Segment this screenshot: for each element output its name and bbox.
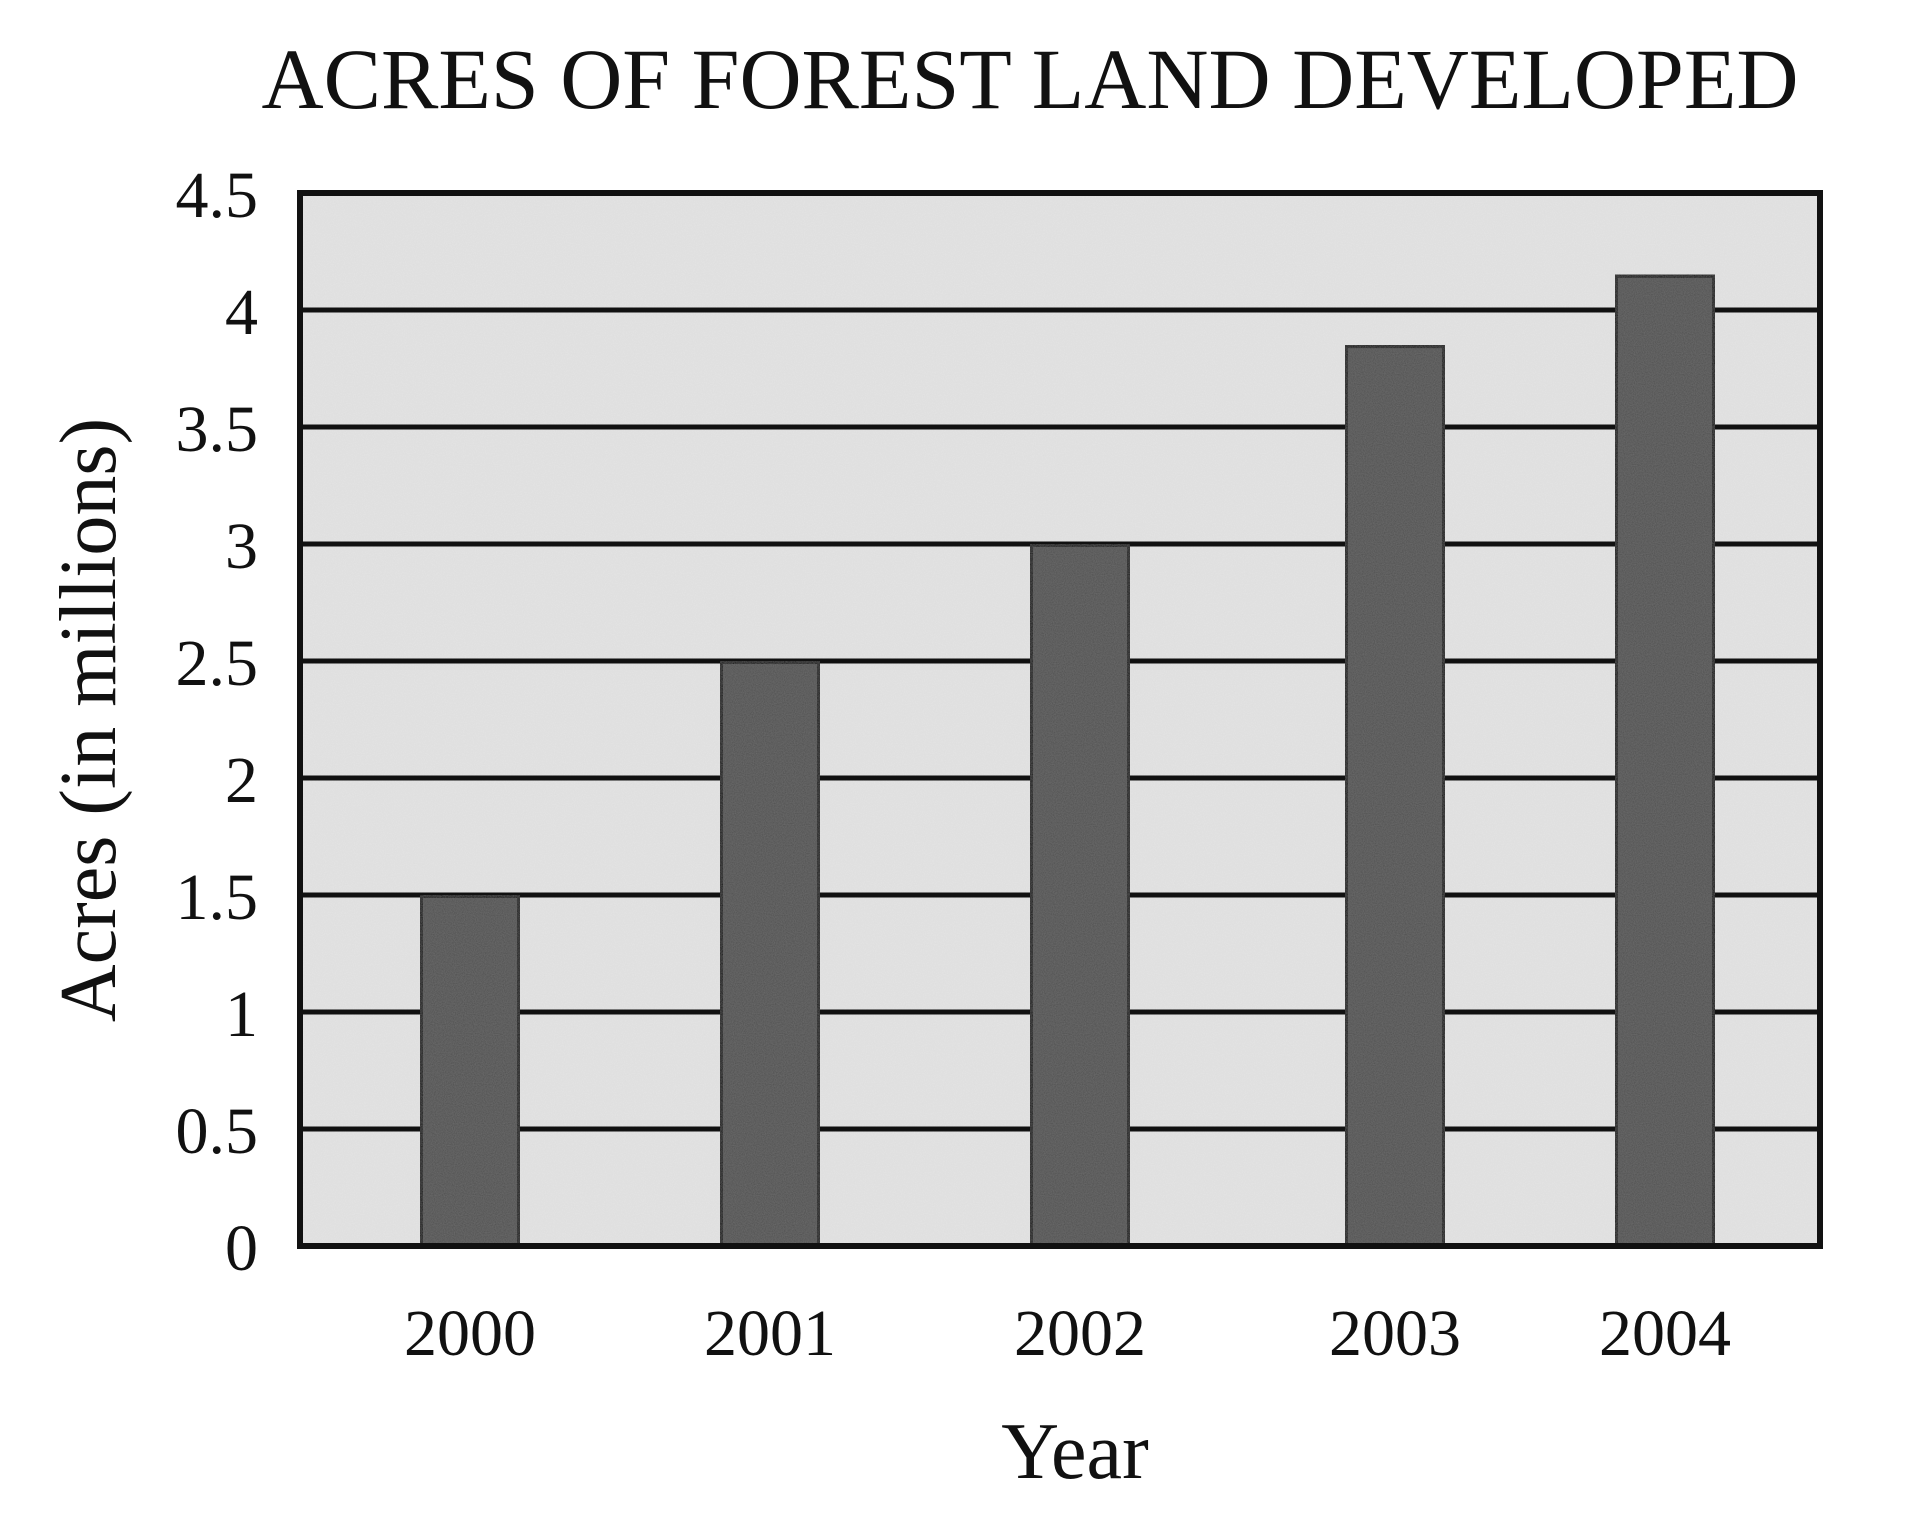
y-tick-label-4.5: 4.5 [176,159,259,232]
x-tick-label-2000: 2000 [404,1297,536,1370]
y-tick-label-2.5: 2.5 [176,627,259,700]
y-tick-label-1: 1 [225,978,258,1051]
y-tick-label-0: 0 [225,1212,258,1285]
y-axis-label: Acres (in millions) [45,418,133,1022]
y-axis-ticks: 0 0.5 1 1.5 2 2.5 3 3.5 4 4.5 [176,159,259,1285]
bar-2000 [417,892,523,1249]
y-tick-label-3.5: 3.5 [176,393,259,466]
x-tick-label-2004: 2004 [1599,1297,1731,1370]
y-tick-label-4: 4 [225,276,258,349]
bar-2002 [1027,541,1133,1249]
x-axis-ticks: 2000 2001 2002 2003 2004 [404,1297,1731,1370]
bar-2003 [1342,342,1448,1250]
y-tick-label-1.5: 1.5 [176,861,259,934]
bar-2001 [717,658,823,1249]
x-axis-label: Year [1001,1408,1148,1496]
plot-frame [297,190,1823,1249]
y-tick-label-3: 3 [225,510,258,583]
bar-2004 [1612,271,1718,1249]
y-tick-label-2: 2 [225,744,258,817]
x-tick-label-2001: 2001 [704,1297,836,1370]
bars [417,271,1718,1250]
y-tick-label-0.5: 0.5 [176,1095,259,1168]
chart-title: ACRES OF FOREST LAND DEVELOPED [262,31,1799,127]
x-tick-label-2002: 2002 [1014,1297,1146,1370]
x-tick-label-2003: 2003 [1329,1297,1461,1370]
